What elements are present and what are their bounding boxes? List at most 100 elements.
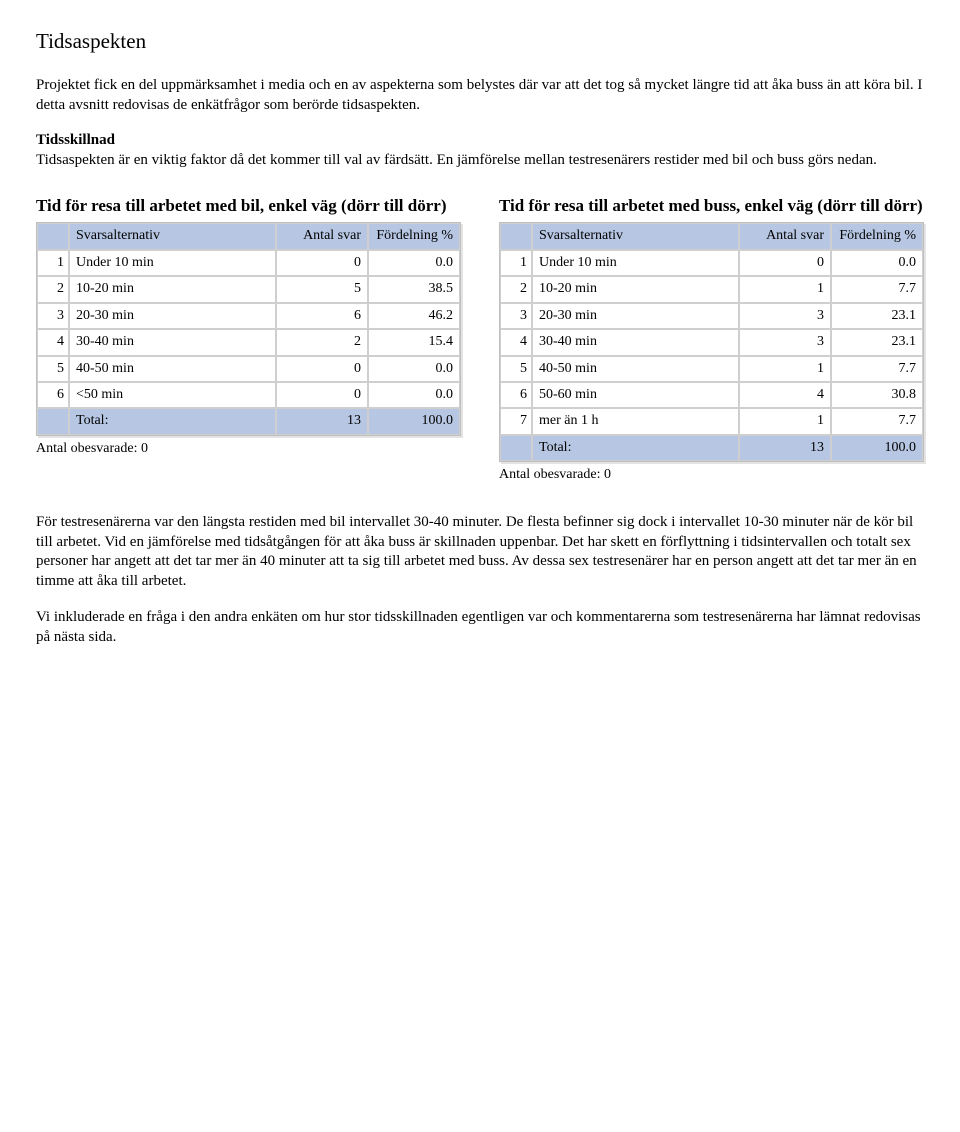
row-label: 50-60 min — [532, 382, 739, 408]
table-row: 210-20 min17.7 — [500, 276, 923, 302]
total-count: 13 — [739, 435, 831, 461]
row-pct: 0.0 — [368, 250, 460, 276]
table-buss: Svarsalternativ Antal svar Fördelning % … — [499, 222, 924, 462]
row-num: 5 — [37, 356, 69, 382]
row-num: 7 — [500, 408, 532, 434]
table-row: 210-20 min538.5 — [37, 276, 460, 302]
row-pct: 0.0 — [831, 250, 923, 276]
row-count: 1 — [739, 356, 831, 382]
total-label: Total: — [532, 435, 739, 461]
row-count: 4 — [739, 382, 831, 408]
row-num: 4 — [500, 329, 532, 355]
row-count: 0 — [276, 382, 368, 408]
row-count: 3 — [739, 329, 831, 355]
row-count: 1 — [739, 408, 831, 434]
row-num: 1 — [37, 250, 69, 276]
row-label: mer än 1 h — [532, 408, 739, 434]
row-num: 2 — [37, 276, 69, 302]
total-label: Total: — [69, 408, 276, 434]
total-pct: 100.0 — [368, 408, 460, 434]
table-buss-total-row: Total: 13 100.0 — [500, 435, 923, 461]
tables-row: Tid för resa till arbetet med bil, enkel… — [36, 195, 924, 485]
row-pct: 23.1 — [831, 303, 923, 329]
table-row: 1Under 10 min00.0 — [500, 250, 923, 276]
table-bil-body: 1Under 10 min00.0210-20 min538.5320-30 m… — [37, 250, 460, 409]
table-row: 540-50 min00.0 — [37, 356, 460, 382]
table-header-blank — [37, 223, 69, 249]
table-bil-total-row: Total: 13 100.0 — [37, 408, 460, 434]
row-label: <50 min — [69, 382, 276, 408]
row-label: 20-30 min — [69, 303, 276, 329]
row-num: 4 — [37, 329, 69, 355]
table-bil-title: Tid för resa till arbetet med bil, enkel… — [36, 195, 461, 216]
row-label: Under 10 min — [532, 250, 739, 276]
table-row: 6<50 min00.0 — [37, 382, 460, 408]
table-row: 540-50 min17.7 — [500, 356, 923, 382]
row-num: 1 — [500, 250, 532, 276]
row-count: 0 — [276, 356, 368, 382]
row-count: 2 — [276, 329, 368, 355]
row-pct: 7.7 — [831, 276, 923, 302]
row-pct: 38.5 — [368, 276, 460, 302]
row-num: 5 — [500, 356, 532, 382]
table-bil-block: Tid för resa till arbetet med bil, enkel… — [36, 195, 461, 458]
row-pct: 15.4 — [368, 329, 460, 355]
table-buss-unanswered: Antal obesvarade: 0 — [499, 466, 924, 484]
table-row: 320-30 min646.2 — [37, 303, 460, 329]
table-buss-block: Tid för resa till arbetet med buss, enke… — [499, 195, 924, 485]
row-label: 40-50 min — [532, 356, 739, 382]
row-label: 30-40 min — [532, 329, 739, 355]
total-pct: 100.0 — [831, 435, 923, 461]
row-label: 10-20 min — [69, 276, 276, 302]
table-header-count: Antal svar — [276, 223, 368, 249]
row-pct: 0.0 — [368, 382, 460, 408]
page-title: Tidsaspekten — [36, 28, 924, 56]
row-pct: 7.7 — [831, 356, 923, 382]
row-label: 30-40 min — [69, 329, 276, 355]
table-row: 430-40 min323.1 — [500, 329, 923, 355]
total-count: 13 — [276, 408, 368, 434]
tidsskillnad-block: Tidsskillnad Tidsaspekten är en viktig f… — [36, 131, 924, 171]
table-buss-body: 1Under 10 min00.0210-20 min17.7320-30 mi… — [500, 250, 923, 435]
total-blank — [37, 408, 69, 434]
row-label: 10-20 min — [532, 276, 739, 302]
row-pct: 30.8 — [831, 382, 923, 408]
table-header-pct: Fördelning % — [368, 223, 460, 249]
table-row: 7mer än 1 h17.7 — [500, 408, 923, 434]
row-label: 20-30 min — [532, 303, 739, 329]
table-row: 320-30 min323.1 — [500, 303, 923, 329]
row-num: 2 — [500, 276, 532, 302]
row-count: 1 — [739, 276, 831, 302]
table-bil: Svarsalternativ Antal svar Fördelning % … — [36, 222, 461, 436]
row-count: 0 — [276, 250, 368, 276]
row-count: 0 — [739, 250, 831, 276]
table-header-pct: Fördelning % — [831, 223, 923, 249]
row-num: 6 — [500, 382, 532, 408]
row-num: 3 — [37, 303, 69, 329]
table-row: 1Under 10 min00.0 — [37, 250, 460, 276]
intro-paragraph: Projektet fick en del uppmärksamhet i me… — [36, 76, 924, 116]
row-pct: 46.2 — [368, 303, 460, 329]
table-row: 650-60 min430.8 — [500, 382, 923, 408]
table-header-alt: Svarsalternativ — [69, 223, 276, 249]
row-pct: 7.7 — [831, 408, 923, 434]
row-count: 3 — [739, 303, 831, 329]
table-header-alt: Svarsalternativ — [532, 223, 739, 249]
sub-text: Tidsaspekten är en viktig faktor då det … — [36, 152, 877, 168]
table-bil-unanswered: Antal obesvarade: 0 — [36, 440, 461, 458]
closing-para-2: Vi inkluderade en fråga i den andra enkä… — [36, 608, 924, 648]
table-row: 430-40 min215.4 — [37, 329, 460, 355]
row-pct: 23.1 — [831, 329, 923, 355]
row-count: 6 — [276, 303, 368, 329]
row-pct: 0.0 — [368, 356, 460, 382]
closing-para-1: För testresenärerna var den längsta rest… — [36, 513, 924, 592]
row-label: Under 10 min — [69, 250, 276, 276]
table-header-count: Antal svar — [739, 223, 831, 249]
sub-heading: Tidsskillnad — [36, 132, 115, 148]
row-label: 40-50 min — [69, 356, 276, 382]
table-header-blank — [500, 223, 532, 249]
table-buss-title: Tid för resa till arbetet med buss, enke… — [499, 195, 924, 216]
row-count: 5 — [276, 276, 368, 302]
row-num: 6 — [37, 382, 69, 408]
total-blank — [500, 435, 532, 461]
